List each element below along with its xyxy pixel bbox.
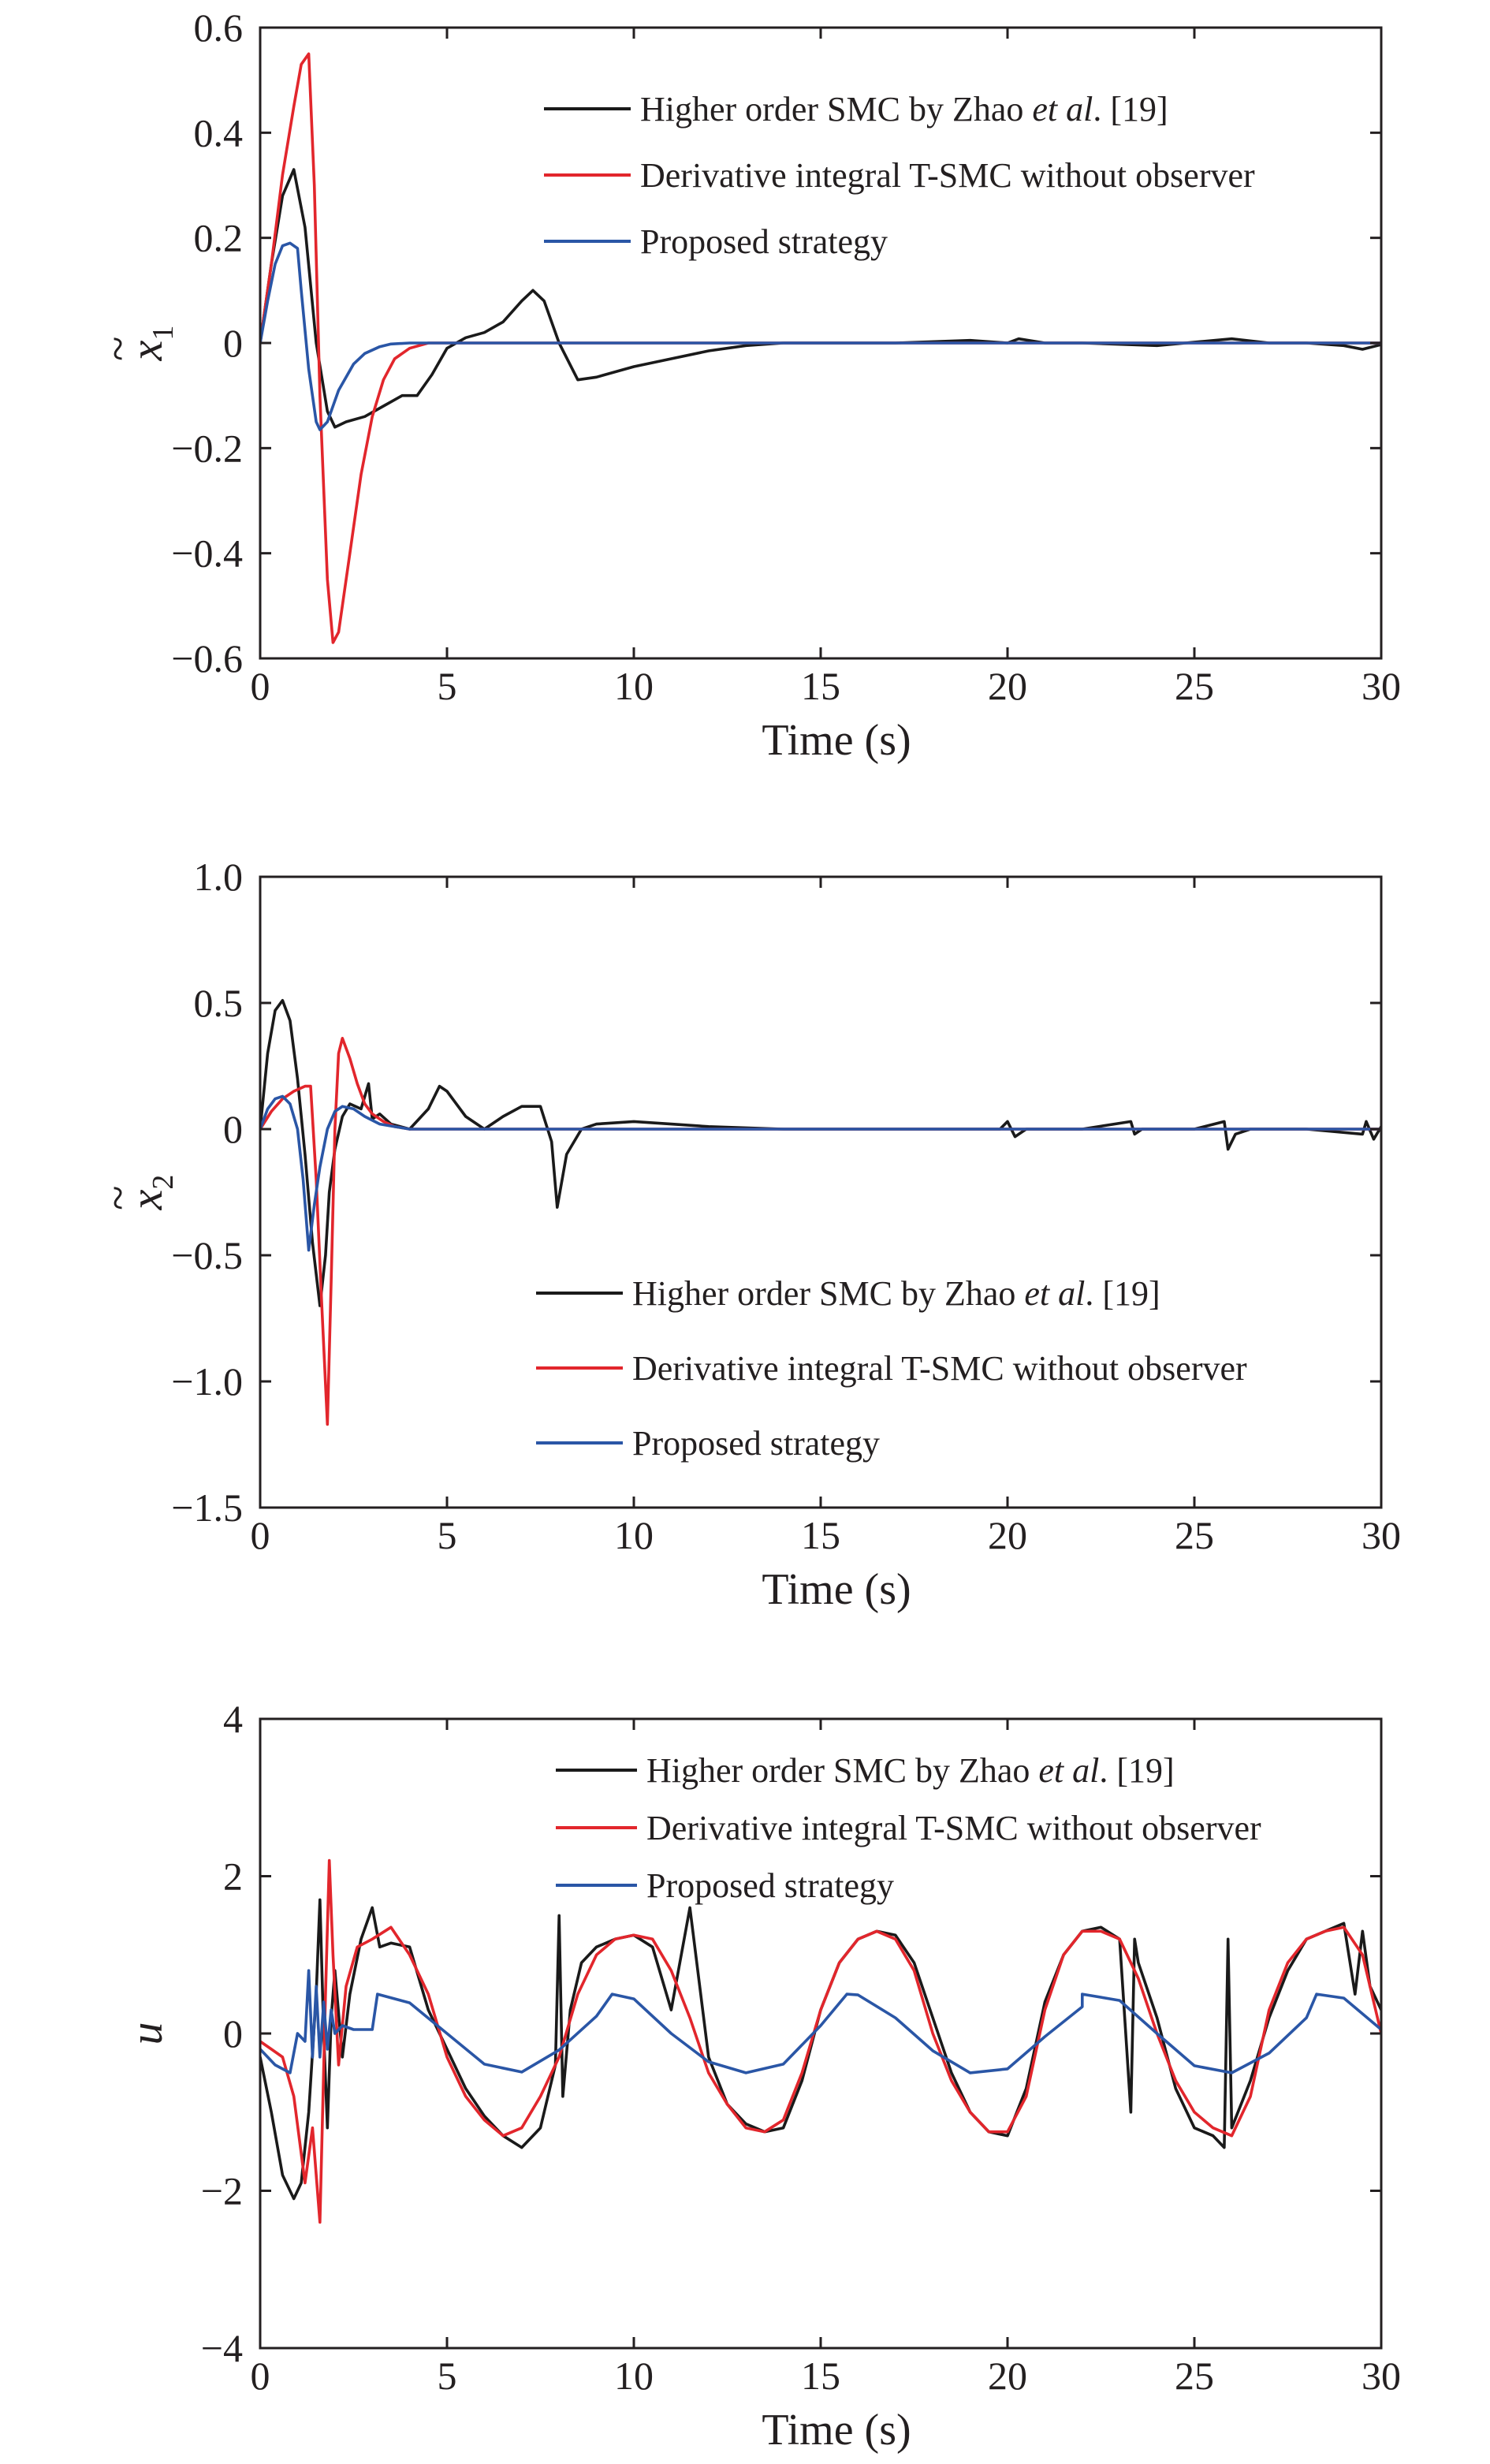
legend-label-3: Proposed strategy	[640, 222, 888, 261]
x-tick-label: 5	[438, 1513, 457, 1557]
legend-label-1: Higher order SMC by Zhao et al. [19]	[640, 90, 1168, 129]
series-line-3	[260, 241, 1381, 431]
legend-label-2: Derivative integral T-SMC without observ…	[646, 1809, 1261, 1847]
x-tick-label: 20	[988, 2354, 1027, 2398]
legend: Higher order SMC by Zhao et al. [19] Deri…	[544, 90, 1255, 261]
x-tick-label: 25	[1175, 2354, 1214, 2398]
legend-label-2: Derivative integral T-SMC without observ…	[640, 156, 1255, 195]
x-tick-label: 15	[801, 2354, 840, 2398]
series-line-1	[260, 1898, 1381, 2201]
y-axis-label-tilde: ~	[92, 1186, 143, 1210]
y-tick-label: −0.5	[171, 1233, 243, 1277]
legend-label-3: Proposed strategy	[632, 1424, 880, 1463]
y-tick-label: −0.2	[171, 426, 243, 470]
series-line-3	[260, 1094, 1381, 1252]
y-tick-label: 0.2	[194, 216, 244, 260]
y-axis-label-tilde: ~	[92, 337, 143, 361]
y-axis-label: u	[121, 2022, 172, 2045]
y-tick-label: 1.0	[194, 855, 244, 899]
y-axis-label: x1~	[92, 326, 180, 362]
y-tick-label: 0.5	[194, 981, 244, 1025]
axes-frame	[259, 875, 1383, 1509]
series-line-2	[260, 1858, 1381, 2224]
x-axis-label: Time (s)	[762, 2406, 911, 2455]
series-group	[260, 52, 1381, 644]
x-tick-label: 10	[614, 2354, 654, 2398]
x-tick-label: 20	[988, 1513, 1027, 1557]
y-tick-label: −1.0	[171, 1359, 243, 1403]
legend-label-1: Higher order SMC by Zhao et al. [19]	[632, 1274, 1160, 1313]
x-tick-label: 20	[988, 664, 1027, 708]
x-tick-label: 0	[251, 1513, 270, 1557]
x-tick-label: 0	[251, 2354, 270, 2398]
svg-text:x1: x1	[121, 326, 180, 362]
y-tick-label: 0.6	[194, 6, 244, 50]
series-line-3	[260, 1969, 1381, 2074]
x-tick-label: 0	[251, 664, 270, 708]
series-group	[260, 999, 1381, 1426]
x-tick-label: 15	[801, 1513, 840, 1557]
x-tick-label: 15	[801, 664, 840, 708]
chart-panel-1: 0 5 10 15 20 25 30 0.6 0.4 0.2 0 −0.2 −0.4 −0.6 Time (…	[92, 6, 1401, 765]
y-tick-label: −2	[201, 2169, 243, 2213]
x-tick-label: 30	[1361, 2354, 1401, 2398]
y-tick-label: 0.4	[194, 110, 244, 155]
x-tick-label: 5	[438, 664, 457, 708]
series-line-2	[260, 52, 1381, 644]
y-tick-label: −4	[201, 2326, 243, 2370]
y-tick-label: 4	[223, 1697, 243, 1741]
y-tick-label: 0	[223, 1107, 243, 1151]
x-tick-label: 5	[438, 2354, 457, 2398]
y-tick-label: 0	[223, 321, 243, 365]
legend: Higher order SMC by Zhao et al. [19] Deri…	[536, 1274, 1247, 1463]
legend-label-3: Proposed strategy	[646, 1866, 894, 1905]
svg-text:u: u	[121, 2022, 172, 2045]
x-axis-label: Time (s)	[762, 716, 911, 765]
x-tick-label: 10	[614, 664, 654, 708]
series-line-1	[260, 999, 1381, 1307]
y-tick-label: 2	[223, 1855, 243, 1899]
x-tick-label: 25	[1175, 1513, 1214, 1557]
y-tick-label: −0.4	[171, 531, 243, 576]
series-group	[260, 1858, 1381, 2224]
series-line-1	[260, 168, 1381, 429]
x-tick-label: 30	[1361, 664, 1401, 708]
y-axis-label: x2~	[92, 1175, 180, 1211]
y-tick-label: −1.5	[171, 1485, 243, 1530]
x-tick-label: 25	[1175, 664, 1214, 708]
y-tick-label: −0.6	[171, 636, 243, 680]
x-axis-label: Time (s)	[762, 1565, 911, 1614]
chart-panel-2: 0 5 10 15 20 25 30 1.0 0.5 0 −0.5 −1.0 −1.5 Time (s) x…	[92, 855, 1401, 1614]
svg-text:x2: x2	[121, 1175, 180, 1211]
legend-label-2: Derivative integral T-SMC without observ…	[632, 1349, 1247, 1388]
x-tick-label: 30	[1361, 1513, 1401, 1557]
legend-label-1: Higher order SMC by Zhao et al. [19]	[646, 1751, 1175, 1790]
y-tick-label: 0	[223, 2011, 243, 2056]
legend: Higher order SMC by Zhao et al. [19] Deri…	[556, 1751, 1261, 1905]
x-tick-label: 10	[614, 1513, 654, 1557]
